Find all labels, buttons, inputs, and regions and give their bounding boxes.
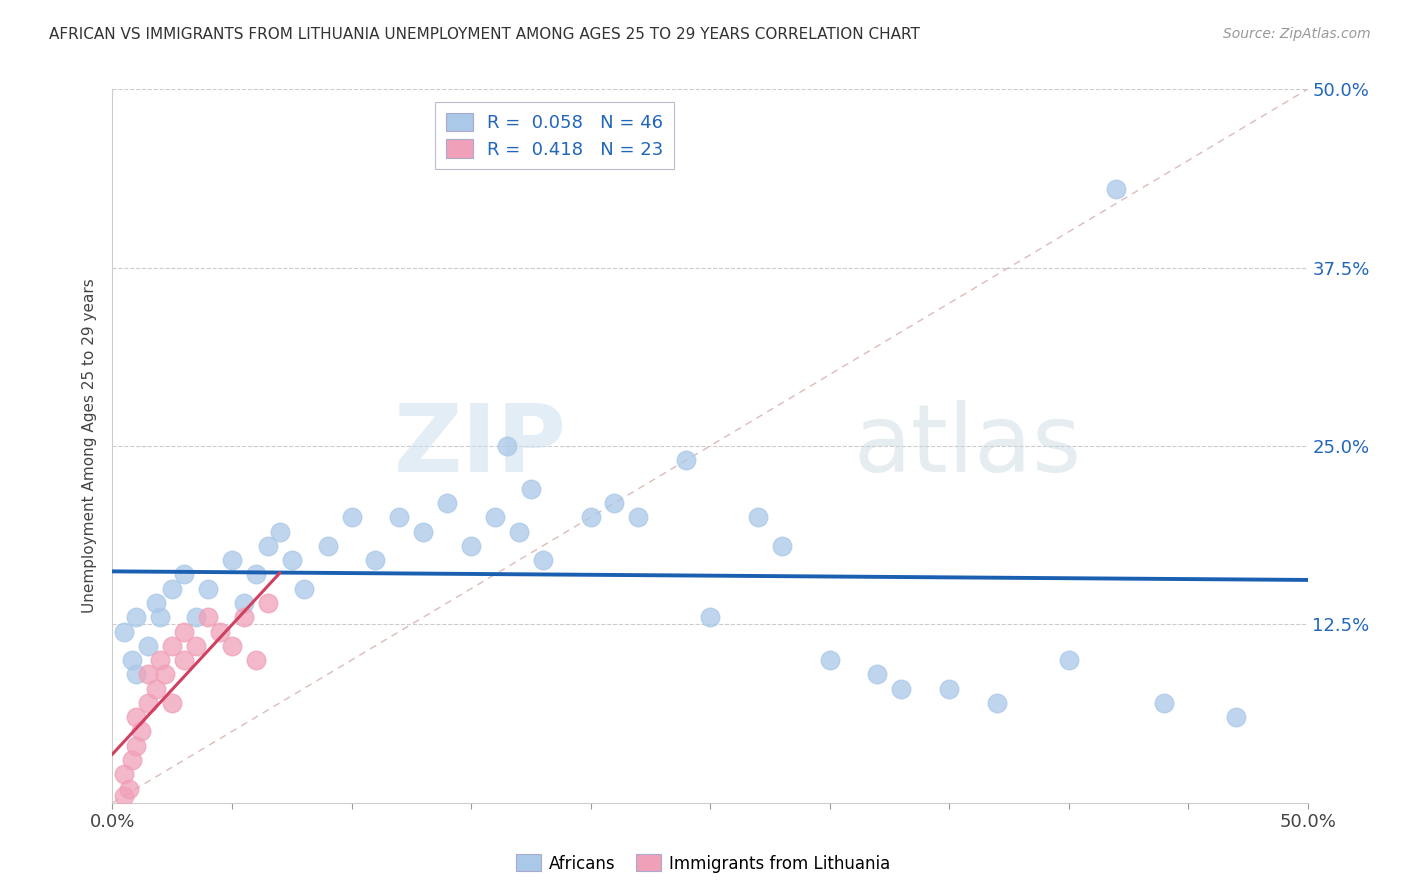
Point [603,496,626,510]
Point [145,596,167,610]
Point [153,667,176,681]
Point [257,539,280,553]
Point [245,653,267,667]
Point [114,624,135,639]
Point [460,539,482,553]
Point [145,681,167,696]
Point [890,681,912,696]
Point [484,510,506,524]
Point [149,653,172,667]
Point [138,639,160,653]
Point [138,667,160,681]
Y-axis label: Unemployment Among Ages 25 to 29 years: Unemployment Among Ages 25 to 29 years [82,278,97,614]
Point [221,553,243,567]
Point [531,553,554,567]
Point [173,624,195,639]
Point [292,582,315,596]
Point [1153,696,1175,710]
Point [162,696,183,710]
Point [129,724,152,739]
Point [496,439,519,453]
Point [818,653,841,667]
Point [208,624,231,639]
Point [232,596,256,610]
Point [364,553,387,567]
Point [114,789,135,803]
Text: Source: ZipAtlas.com: Source: ZipAtlas.com [1223,27,1371,41]
Point [747,510,769,524]
Point [675,453,697,467]
Point [121,753,143,767]
Point [221,639,243,653]
Point [269,524,291,539]
Point [770,539,793,553]
Point [986,696,1008,710]
Point [388,510,411,524]
Point [149,610,172,624]
Point [257,596,280,610]
Legend: Africans, Immigrants from Lithuania: Africans, Immigrants from Lithuania [509,847,897,880]
Point [118,781,141,796]
Point [197,582,219,596]
Text: AFRICAN VS IMMIGRANTS FROM LITHUANIA UNEMPLOYMENT AMONG AGES 25 TO 29 YEARS CORR: AFRICAN VS IMMIGRANTS FROM LITHUANIA UNE… [49,27,920,42]
Point [316,539,339,553]
Point [699,610,721,624]
Point [125,739,148,753]
Point [281,553,304,567]
Point [340,510,363,524]
Point [162,639,183,653]
Point [938,681,960,696]
Point [121,653,143,667]
Point [186,639,208,653]
Point [1105,182,1128,196]
Point [232,610,256,624]
Point [436,496,458,510]
Point [173,653,195,667]
Point [520,482,543,496]
Point [125,667,148,681]
Point [125,710,148,724]
Point [173,567,195,582]
Point [138,696,160,710]
Point [125,610,148,624]
Point [579,510,602,524]
Point [186,610,208,624]
Text: ZIP: ZIP [394,400,567,492]
Point [508,524,530,539]
Point [866,667,889,681]
Point [1057,653,1080,667]
Point [162,582,183,596]
Point [245,567,267,582]
Point [412,524,434,539]
Point [1225,710,1247,724]
Point [197,610,219,624]
Text: atlas: atlas [853,400,1081,492]
Point [627,510,650,524]
Legend: R =  0.058   N = 46, R =  0.418   N = 23: R = 0.058 N = 46, R = 0.418 N = 23 [434,102,675,169]
Point [114,767,135,781]
